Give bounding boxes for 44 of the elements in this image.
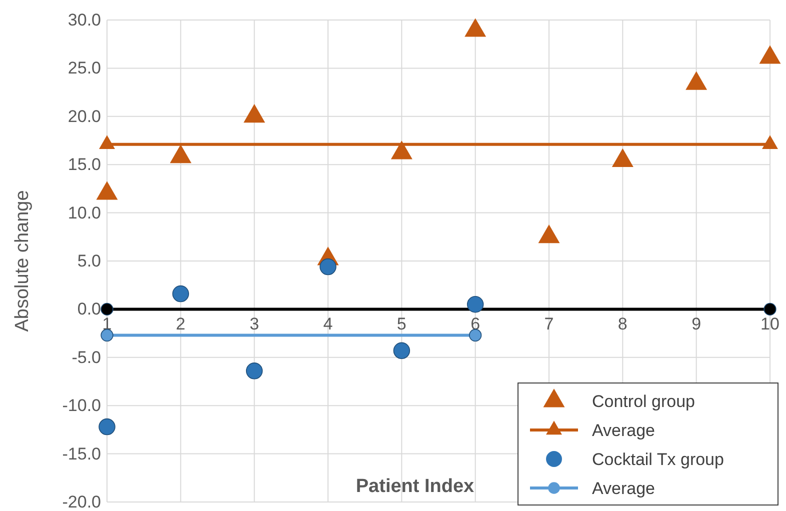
- legend-label: Average: [592, 421, 656, 440]
- y-axis-title: Absolute change: [12, 190, 33, 332]
- point: [466, 296, 484, 313]
- legend-label: Average: [592, 479, 656, 498]
- y-tick-label: -10.0: [62, 396, 101, 416]
- legend-label: Control group: [592, 392, 696, 411]
- point: [170, 144, 192, 164]
- legend-label: Cocktail Tx group: [592, 450, 724, 469]
- point: [764, 302, 776, 316]
- point: [759, 45, 781, 64]
- y-tick-label: 0.0: [77, 300, 101, 319]
- y-tick-label: 25.0: [68, 58, 101, 78]
- point: [100, 302, 114, 316]
- x-tick-label: 6: [470, 314, 480, 334]
- y-tick-label: 10.0: [68, 203, 101, 222]
- y-tick-label: -5.0: [72, 348, 101, 367]
- point: [320, 258, 336, 276]
- point: [612, 148, 634, 167]
- point: [246, 362, 263, 380]
- x-tick-label: 4: [323, 314, 333, 334]
- point: [244, 104, 266, 123]
- point: [686, 71, 708, 90]
- point: [98, 418, 116, 436]
- point: [96, 181, 118, 200]
- point: [172, 285, 190, 302]
- x-tick-label: 5: [396, 314, 406, 334]
- x-tick-label: 10: [760, 314, 780, 334]
- x-tick-label: 9: [692, 314, 702, 334]
- x-axis-title: Patient Index: [356, 476, 475, 497]
- y-tick-label: 15.0: [68, 155, 101, 174]
- y-tick-label: 20.0: [68, 106, 101, 126]
- point: [100, 328, 114, 342]
- y-tick-label: 5.0: [77, 251, 101, 270]
- point: [469, 328, 482, 342]
- point: [390, 140, 412, 160]
- x-tick-label: 2: [176, 314, 186, 334]
- y-tick-label: 30.0: [68, 10, 101, 30]
- x-tick-label: 8: [618, 314, 628, 334]
- x-tick-label: 7: [544, 314, 554, 334]
- point: [393, 342, 410, 360]
- y-tick-label: -20.0: [62, 492, 101, 511]
- x-tick-label: 3: [250, 314, 260, 334]
- y-tick-label: -15.0: [62, 444, 101, 464]
- point: [464, 18, 486, 37]
